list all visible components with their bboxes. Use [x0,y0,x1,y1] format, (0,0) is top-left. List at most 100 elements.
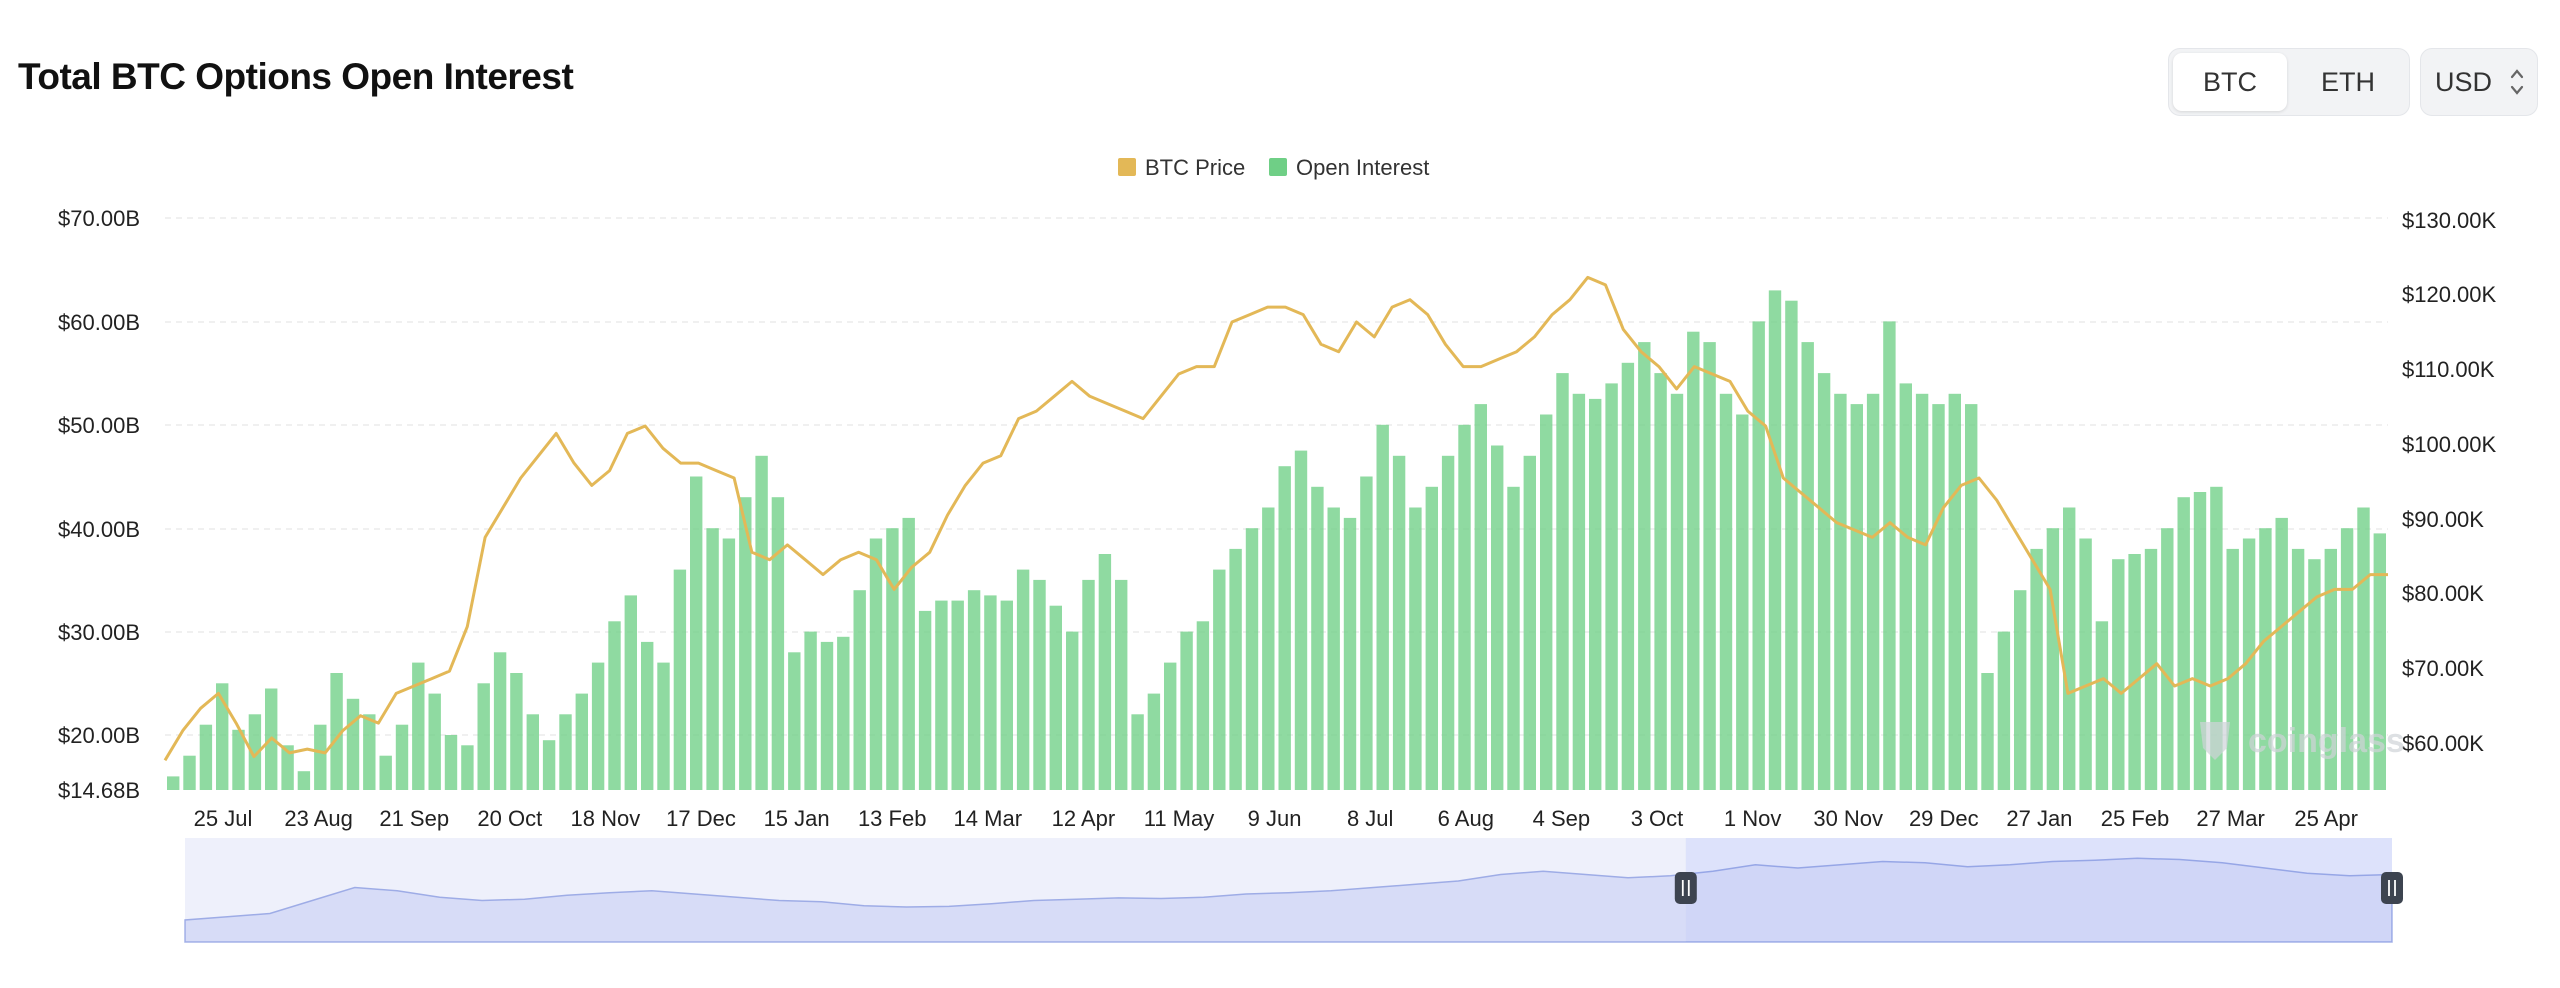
oi-bar [1605,383,1618,790]
x-tick: 25 Jul [194,806,253,831]
oi-bar [2373,533,2386,790]
oi-bar [2079,538,2092,790]
oi-bar [853,590,866,790]
oi-bar [739,497,752,790]
oi-bar [232,729,245,790]
oi-bar [1817,373,1831,790]
y-right-tick: $80.00K [2402,581,2484,606]
oi-bar [2112,559,2125,790]
oi-bar [804,631,817,790]
oi-bar [1915,393,1929,790]
y-right-tick: $90.00K [2402,507,2484,532]
oi-bar [1589,398,1602,790]
oi-bar [1409,507,1422,790]
oi-bar [706,528,719,790]
oi-bar [657,662,670,790]
oi-bar [559,714,572,790]
oi-bar [2210,486,2223,790]
oi-bar [1262,507,1275,790]
oi-bar [1491,445,1504,790]
oi-bar [1834,393,1847,790]
legend-swatch-open-interest [1269,158,1287,176]
tab-eth[interactable]: ETH [2321,67,2375,97]
oi-bar [1196,621,1210,790]
x-tick: 21 Sep [379,806,449,831]
x-tick: 8 Jul [1347,806,1393,831]
oi-bar [1425,486,1438,790]
y-left-tick: $14.68B [58,778,140,803]
y-left-tick: $60.00B [58,310,140,335]
oi-bar [1115,579,1128,790]
oi-bar [608,621,621,790]
oi-bar [2275,517,2288,790]
currency-select[interactable]: USD [2420,48,2538,116]
x-tick: 18 Nov [571,806,641,831]
oi-bar [542,740,556,790]
x-tick: 13 Feb [858,806,927,831]
oi-bar [869,538,883,790]
tab-btc[interactable]: BTC [2173,53,2287,111]
oi-bar [1948,393,1961,790]
oi-bar [1000,600,1013,790]
oi-bar [1245,528,1259,790]
x-tick: 3 Oct [1631,806,1684,831]
oi-bar [1523,455,1536,790]
oi-bar [379,755,392,790]
oi-bar [2340,528,2354,790]
oi-bar [1033,579,1046,790]
oi-bar [1768,290,1782,790]
navigator-left-handle[interactable] [1674,872,1697,904]
x-tick: 30 Nov [1813,806,1883,831]
page-title: Total BTC Options Open Interest [18,56,574,97]
oi-bar [771,497,785,790]
oi-bar [167,776,180,790]
oi-bar [984,595,997,790]
oi-bar [1556,373,1569,790]
y-right-tick: $110.00K [2402,357,2495,382]
oi-bar [2193,492,2207,790]
oi-bar [624,595,637,790]
oi-bar [788,652,801,790]
oi-bar [1016,569,1030,790]
oi-bar [641,641,654,790]
oi-bar [1507,486,1520,790]
x-tick: 14 Mar [954,806,1022,831]
oi-bar [493,652,507,790]
oi-bar [1540,414,1553,790]
oi-bar [1213,569,1226,790]
oi-bar [510,673,523,790]
oi-bar [2259,528,2272,790]
oi-bar [216,683,229,790]
oi-bar [1965,404,1978,790]
y-left-tick: $70.00B [58,206,140,231]
oi-bar [722,538,736,790]
y-left-tick: $50.00B [58,413,140,438]
oi-bar [1866,393,1880,790]
oi-bar [755,455,768,790]
oi-bar [428,693,441,790]
oi-bar [935,600,948,790]
legend-swatch-btc-price [1118,158,1136,176]
oi-bar [183,755,196,790]
navigator-right-handle[interactable] [2381,872,2403,904]
oi-bar [1392,455,1406,790]
oi-bar [1474,404,1487,790]
oi-bar [2177,497,2190,790]
oi-bar [1131,714,1144,790]
x-tick: 27 Mar [2196,806,2264,831]
oi-bar [1229,548,1242,790]
x-tick: 20 Oct [477,806,542,831]
oi-bar [1850,404,1863,790]
oi-bar [1572,393,1586,790]
y-left-tick: $30.00B [58,620,140,645]
oi-bar [1311,486,1324,790]
oi-bar [1883,321,1896,790]
oi-bar [1049,605,1062,790]
watermark: coinglass [2248,722,2405,760]
oi-bar [886,528,899,790]
oi-bar [1098,554,1112,790]
y-right-tick: $100.00K [2402,432,2497,457]
oi-bar [1066,631,1079,790]
oi-bar [1278,466,1291,790]
oi-bar [1458,424,1471,790]
